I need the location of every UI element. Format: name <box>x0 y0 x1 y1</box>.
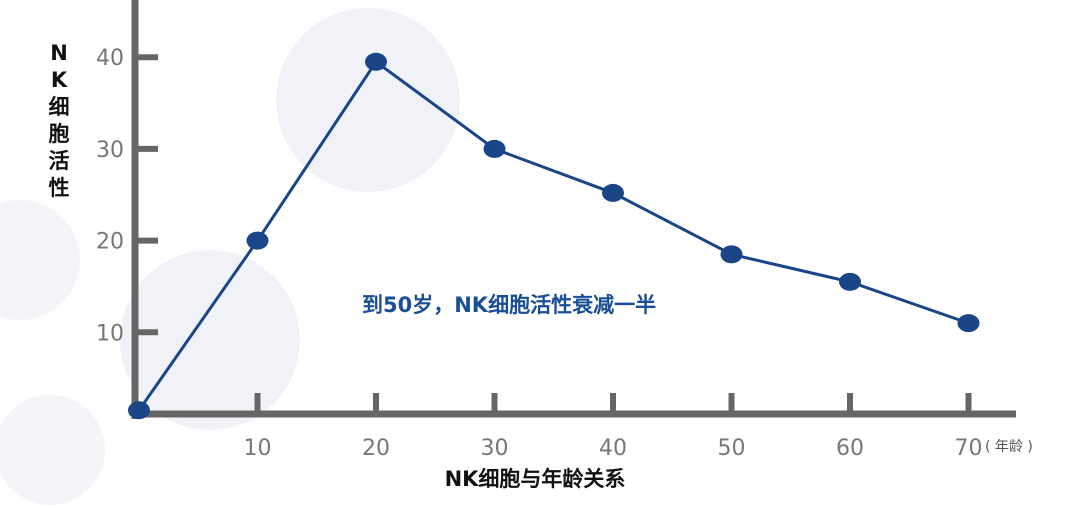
x-tick-label: 10 <box>244 436 272 461</box>
x-tick-label: 50 <box>718 436 746 461</box>
x-axis-unit: ( 年龄 ) <box>985 439 1033 455</box>
axes <box>131 0 1016 419</box>
x-axis-label: NK细胞与年龄关系 <box>444 467 626 491</box>
y-tick-label: 10 <box>96 321 124 346</box>
data-point <box>483 139 506 158</box>
y-axis-label: NK细胞活性 <box>48 41 70 200</box>
y-tick-label: 40 <box>96 46 124 71</box>
x-tick-label: 20 <box>362 436 390 461</box>
data-point <box>602 183 624 202</box>
background-decoration <box>0 8 460 505</box>
x-tick-label: 40 <box>599 436 627 461</box>
y-tick-label: 20 <box>96 230 124 255</box>
x-tick-label: 70 <box>955 436 983 461</box>
x-tick-label: 60 <box>836 436 864 461</box>
data-point <box>128 401 150 420</box>
data-point <box>957 314 980 333</box>
data-point <box>246 231 269 250</box>
y-tick-label: 30 <box>96 138 124 163</box>
data-point <box>365 52 387 71</box>
data-point <box>720 245 743 264</box>
series-line <box>137 59 969 412</box>
x-tick-label: 30 <box>481 436 509 461</box>
data-point <box>839 272 861 291</box>
annotation: 到50岁，NK细胞活性衰减一半 <box>362 293 657 317</box>
